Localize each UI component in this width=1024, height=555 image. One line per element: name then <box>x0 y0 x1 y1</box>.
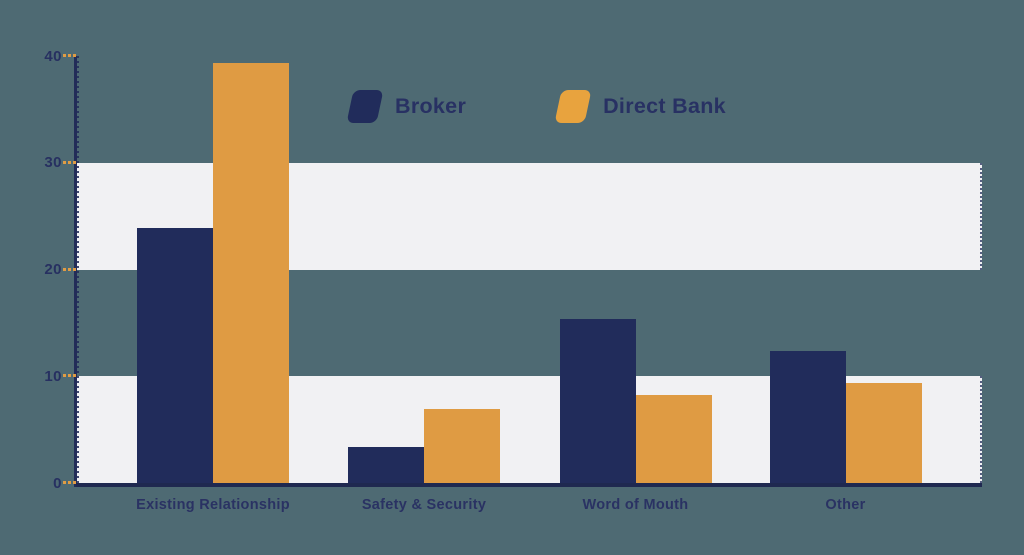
category-label: Existing Relationship <box>136 497 290 513</box>
bar <box>635 395 712 483</box>
broker-swatch-icon <box>346 90 384 123</box>
bar <box>137 227 213 483</box>
y-tick-dash-icon <box>63 374 76 378</box>
legend-item-broker: Broker <box>346 90 467 123</box>
bar-group <box>559 318 712 483</box>
y-tick-dash-icon <box>63 267 76 271</box>
category-label: Safety & Security <box>361 497 487 513</box>
bar-group <box>137 63 289 483</box>
bar <box>559 318 636 483</box>
bar <box>424 409 500 483</box>
bar <box>213 63 289 483</box>
y-tick-label: 30 <box>44 154 62 172</box>
bar-group <box>348 409 500 483</box>
bar <box>845 382 922 483</box>
y-tick-label: 10 <box>44 367 62 385</box>
y-tick-label: 40 <box>44 47 62 65</box>
bar-group <box>769 350 922 483</box>
plot-area <box>74 56 982 487</box>
y-axis-line <box>74 56 79 487</box>
bar <box>348 446 424 483</box>
direct-bank-swatch-icon <box>554 90 592 123</box>
legend: Broker Direct Bank <box>346 90 726 123</box>
y-tick-label: 20 <box>44 261 62 278</box>
bar <box>769 350 846 483</box>
category-label: Other <box>825 497 866 513</box>
x-axis-line <box>76 483 982 487</box>
y-tick-dash-icon <box>63 160 76 164</box>
legend-label-direct-bank: Direct Bank <box>603 94 726 118</box>
y-tick-dash-icon <box>63 481 76 484</box>
legend-item-direct-bank: Direct Bank <box>554 90 726 123</box>
legend-label-broker: Broker <box>395 94 467 118</box>
category-label: Word of Mouth <box>582 497 689 513</box>
y-tick-label: 0 <box>53 474 62 492</box>
y-tick-dash-icon <box>63 54 76 57</box>
